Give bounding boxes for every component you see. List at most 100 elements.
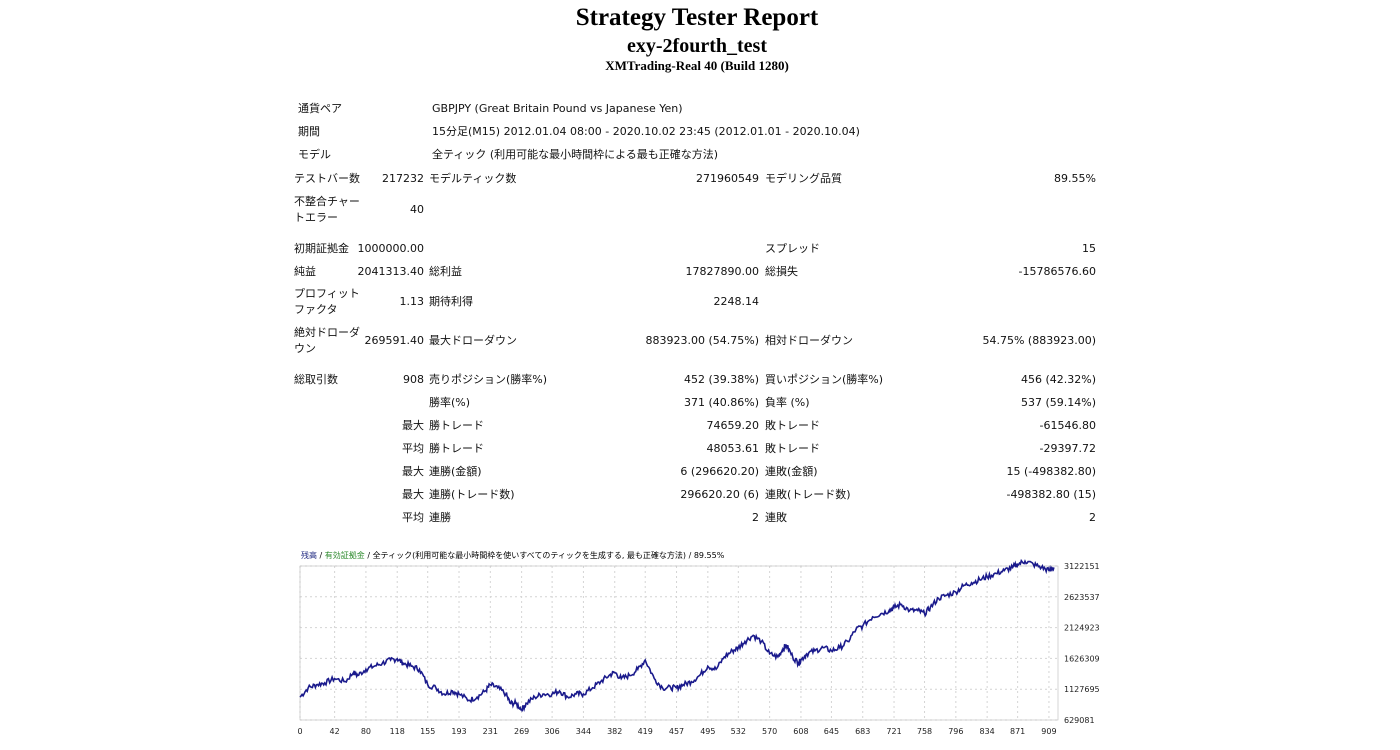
y-tick-label: 1127695 <box>1064 685 1100 694</box>
max-dd-label: 最大ドローダウン <box>429 334 517 347</box>
x-tick-label: 721 <box>886 727 901 736</box>
net-value: 2041313.40 <box>357 265 424 278</box>
x-tick-label: 758 <box>917 727 932 736</box>
avg-label: 平均 <box>402 442 424 455</box>
caption-sep-1: / <box>317 551 325 560</box>
x-tick-label: 80 <box>361 727 371 736</box>
trades-value: 908 <box>403 373 424 386</box>
net-label: 純益 <box>294 265 316 278</box>
win-trade-label: 勝トレード <box>429 419 484 432</box>
period-label: 期間 <box>298 125 320 138</box>
deposit-value: 1000000.00 <box>357 242 424 255</box>
x-tick-label: 871 <box>1010 727 1025 736</box>
spread-value: 15 <box>1082 242 1096 255</box>
gross-profit-label: 総利益 <box>429 265 462 278</box>
rel-dd-value: 54.75% (883923.00) <box>982 334 1096 347</box>
report-server: XMTrading-Real 40 (Build 1280) <box>605 58 789 73</box>
cons-loss-amt-label: 連敗(金額) <box>765 465 818 478</box>
x-tick-label: 306 <box>544 727 559 736</box>
mismatch-label: 不整合チャートエラー <box>294 195 360 224</box>
loss-pct-value: 537 (59.14%) <box>1020 396 1096 409</box>
report-title: Strategy Tester Report <box>575 4 819 31</box>
x-tick-label: 683 <box>855 727 870 736</box>
caption-sep-2: / <box>365 551 373 560</box>
bars-value: 217232 <box>382 172 424 185</box>
y-axis-ticks: 3122151 2623537 2124923 1626309 1127695 62908… <box>1064 562 1100 725</box>
short-label: 売りポジション(勝率%) <box>429 373 548 386</box>
cons-loss-cnt-value: -498382.80 (15) <box>1006 488 1096 501</box>
cons-win-amt-value: 6 (296620.20) <box>680 465 759 478</box>
plot-frame <box>299 565 1059 721</box>
report-subtitle: exy-2fourth_test <box>627 35 767 57</box>
long-label: 買いポジション(勝率%) <box>765 373 884 386</box>
gross-profit-value: 17827890.00 <box>685 265 759 278</box>
y-tick-label: 629081 <box>1064 716 1095 725</box>
x-tick-label: 834 <box>980 727 995 736</box>
gross-loss-label: 総損失 <box>765 265 798 278</box>
trades-label: 総取引数 <box>294 373 338 386</box>
x-tick-label: 570 <box>762 727 777 736</box>
x-tick-label: 532 <box>731 727 746 736</box>
spread-label: スプレッド <box>765 242 820 255</box>
x-tick-label: 193 <box>451 727 466 736</box>
avg-win-trade-label: 勝トレード <box>429 442 484 455</box>
x-tick-label: 269 <box>514 727 529 736</box>
max-label-3: 最大 <box>402 488 424 501</box>
avg-cons-win-value: 2 <box>752 511 759 524</box>
avg-cons-loss-value: 2 <box>1089 511 1096 524</box>
max-win-value: 74659.20 <box>706 419 760 432</box>
x-tick-label: 909 <box>1041 727 1056 736</box>
rel-dd-label: 相対ドローダウン <box>765 334 853 347</box>
pf-label: プロフィットファクタ <box>294 287 360 316</box>
gross-loss-value: -15786576.60 <box>1018 265 1096 278</box>
bars-label: テストバー数 <box>294 172 360 185</box>
x-tick-label: 419 <box>638 727 653 736</box>
cons-win-amt-label: 連勝(金額) <box>429 465 482 478</box>
max-dd-value: 883923.00 (54.75%) <box>645 334 759 347</box>
y-tick-label: 1626309 <box>1064 654 1100 663</box>
quality-value: 89.55% <box>1054 172 1096 185</box>
chart-caption: 残高 / 有効証拠金 / 全ティック(利用可能な最小時間枠を使いすべてのティック… <box>301 550 725 560</box>
short-value: 452 (39.38%) <box>683 373 759 386</box>
chart-grid <box>299 565 1059 721</box>
chart-series <box>299 558 1055 712</box>
model-value: 全ティック (利用可能な最小時間枠による最も正確な方法) <box>432 148 719 161</box>
ticks-value: 271960549 <box>696 172 759 185</box>
x-tick-label: 118 <box>390 727 405 736</box>
avg-cons-loss-label: 連敗 <box>765 511 787 524</box>
expected-label: 期待利得 <box>429 295 473 308</box>
avg-loss-value: -29397.72 <box>1039 442 1096 455</box>
avg-loss-trade-label: 敗トレード <box>765 442 820 455</box>
pair-value: GBPJPY (Great Britain Pound vs Japanese … <box>432 102 683 115</box>
cons-loss-cnt-label: 連敗(トレード数) <box>765 488 851 501</box>
long-value: 456 (42.32%) <box>1020 373 1096 386</box>
model-label: モデル <box>298 148 331 161</box>
max-label-2: 最大 <box>402 465 424 478</box>
x-tick-label: 457 <box>669 727 684 736</box>
x-tick-label: 344 <box>576 727 591 736</box>
x-tick-label: 796 <box>948 727 963 736</box>
y-tick-label: 2623537 <box>1064 593 1100 602</box>
loss-pct-label: 負率 (%) <box>765 396 810 409</box>
y-tick-label: 3122151 <box>1064 562 1100 571</box>
max-label: 最大 <box>402 419 424 432</box>
x-tick-label: 42 <box>330 727 340 736</box>
cons-win-cnt-label: 連勝(トレード数) <box>429 488 515 501</box>
mismatch-value: 40 <box>410 203 424 216</box>
quality-label: モデリング品質 <box>765 172 842 185</box>
abs-dd-value: 269591.40 <box>364 334 425 347</box>
x-tick-label: 0 <box>298 727 303 736</box>
win-pct-value: 371 (40.86%) <box>683 396 759 409</box>
max-loss-value: -61546.80 <box>1039 419 1096 432</box>
x-tick-label: 608 <box>793 727 808 736</box>
expected-value: 2248.14 <box>713 295 760 308</box>
cons-win-cnt-value: 296620.20 (6) <box>680 488 759 501</box>
win-pct-label: 勝率(%) <box>429 396 471 409</box>
x-tick-label: 495 <box>700 727 715 736</box>
x-tick-label: 155 <box>420 727 435 736</box>
x-tick-label: 382 <box>607 727 622 736</box>
pf-value: 1.13 <box>399 295 425 308</box>
avg-cons-win-label: 連勝 <box>429 511 451 524</box>
report-page: Strategy Tester Report exy-2fourth_test … <box>284 0 1110 750</box>
x-axis-ticks: 0 42 80 118 155 193 231 269 306 344 382 419 457 495 53… <box>298 727 1057 736</box>
